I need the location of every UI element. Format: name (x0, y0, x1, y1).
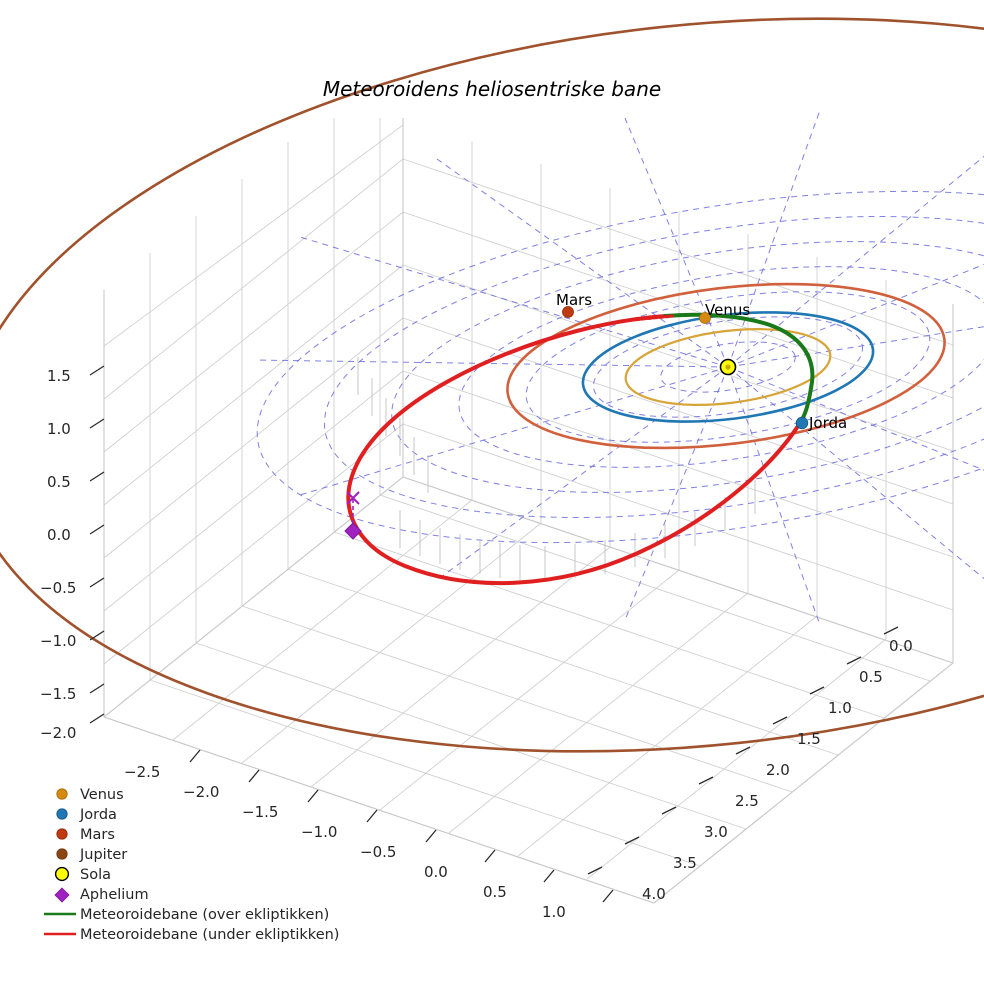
axes3d-panes (103, 118, 954, 904)
legend-item-aphelium[interactable]: Aphelium (54, 887, 149, 903)
orbit-mars (506, 282, 946, 450)
legend-item-meteoroid-below[interactable]: Meteoroidebane (under ekliptikken) (44, 927, 339, 943)
legend-label-venus: Venus (80, 787, 124, 803)
legend-label-meteoroid-above: Meteoroidebane (over ekliptikken) (80, 907, 329, 923)
x-tick-label-2: −1.5 (242, 803, 278, 821)
aphelion-x-icon (346, 491, 360, 505)
y-tick-label-0: 0.0 (889, 637, 913, 655)
meteoroid-orbit (346, 312, 815, 586)
z-tick-label-1: 1.0 (47, 420, 71, 438)
z-tick-label-6: −1.5 (40, 685, 76, 703)
orbit-venus (624, 328, 832, 406)
x-tick-label-7: 1.0 (542, 903, 566, 921)
floor-grid (103, 476, 954, 904)
y-axis-ticks (587, 626, 899, 875)
body-markers (562, 306, 809, 430)
box-edges (103, 118, 954, 904)
y-tick-label-6: 3.0 (704, 823, 728, 841)
venus-legend-icon (56, 788, 68, 800)
legend-item-meteoroid-above[interactable]: Meteoroidebane (over ekliptikken) (44, 907, 329, 923)
y-tick-label-2: 1.0 (828, 699, 852, 717)
x-tick-label-0: −2.5 (124, 763, 160, 781)
jupiter-legend-icon (56, 848, 68, 860)
meteoroid-orbit-above (663, 312, 815, 425)
left-wall-grid (103, 118, 404, 717)
x-tick-label-6: 0.5 (483, 883, 507, 901)
z-tick-label-2: 0.5 (47, 473, 71, 491)
z-tick-label-0: 1.5 (47, 367, 71, 385)
legend-item-mars[interactable]: Mars (56, 827, 115, 843)
x-tick-label-4: −0.5 (360, 843, 396, 861)
x-tick-label-3: −1.0 (301, 823, 337, 841)
y-tick-label-1: 0.5 (859, 668, 883, 686)
legend-item-sola[interactable]: Sola (54, 866, 111, 883)
y-tick-label-8: 4.0 (642, 885, 666, 903)
legend-label-jorda: Jorda (79, 807, 117, 823)
aphelion-diamond-icon (344, 522, 362, 540)
jorda-marker (795, 416, 809, 430)
z-tick-label-3: 0.0 (47, 526, 71, 544)
legend-item-venus[interactable]: Venus (56, 787, 124, 803)
polar-grid-spokes (254, 109, 984, 626)
y-tick-label-7: 3.5 (673, 854, 697, 872)
sun-core (725, 364, 731, 370)
legend-label-sola: Sola (80, 867, 111, 883)
legend-label-jupiter: Jupiter (79, 847, 127, 863)
mars-legend-icon (56, 828, 68, 840)
y-tick-label-4: 2.0 (766, 761, 790, 779)
legend-label-meteoroid-below: Meteoroidebane (under ekliptikken) (80, 927, 339, 943)
z-tick-label-5: −1.0 (40, 632, 76, 650)
mars-marker (562, 306, 574, 318)
z-tick-label-7: −2.0 (40, 724, 76, 742)
x-axis-ticks (189, 749, 614, 903)
z-axis-ticks (89, 365, 105, 724)
label-mars: Mars (556, 291, 592, 309)
aphelion-marker-group (344, 491, 362, 540)
jorda-legend-icon (56, 808, 68, 820)
meteoroid-orbit-transition (628, 314, 674, 322)
legend-label-aphelium: Aphelium (80, 887, 149, 903)
label-jorda: Jorda (808, 414, 847, 432)
sola-legend-icon (54, 866, 70, 882)
z-tick-label-4: −0.5 (40, 579, 76, 597)
legend: Venus Jorda Mars Jupiter Sola Aphelium (44, 787, 339, 943)
polar-grid-ecliptic (254, 109, 984, 626)
label-venus: Venus (705, 301, 750, 319)
orbit-jupiter (0, 17, 984, 753)
legend-item-jupiter[interactable]: Jupiter (56, 847, 128, 863)
page-title: Meteoroidens heliosentriske bane (323, 77, 661, 101)
venus-marker (699, 312, 711, 324)
x-tick-label-1: −2.0 (183, 783, 219, 801)
legend-item-jorda[interactable]: Jorda (56, 807, 117, 823)
aphelium-legend-icon (54, 887, 70, 903)
y-tick-label-3: 1.5 (797, 730, 821, 748)
x-tick-label-5: 0.0 (424, 863, 448, 881)
y-tick-label-5: 2.5 (735, 792, 759, 810)
meteoroid-orbit-below (346, 314, 802, 586)
legend-label-mars: Mars (80, 827, 115, 843)
projection-stems (357, 357, 756, 580)
